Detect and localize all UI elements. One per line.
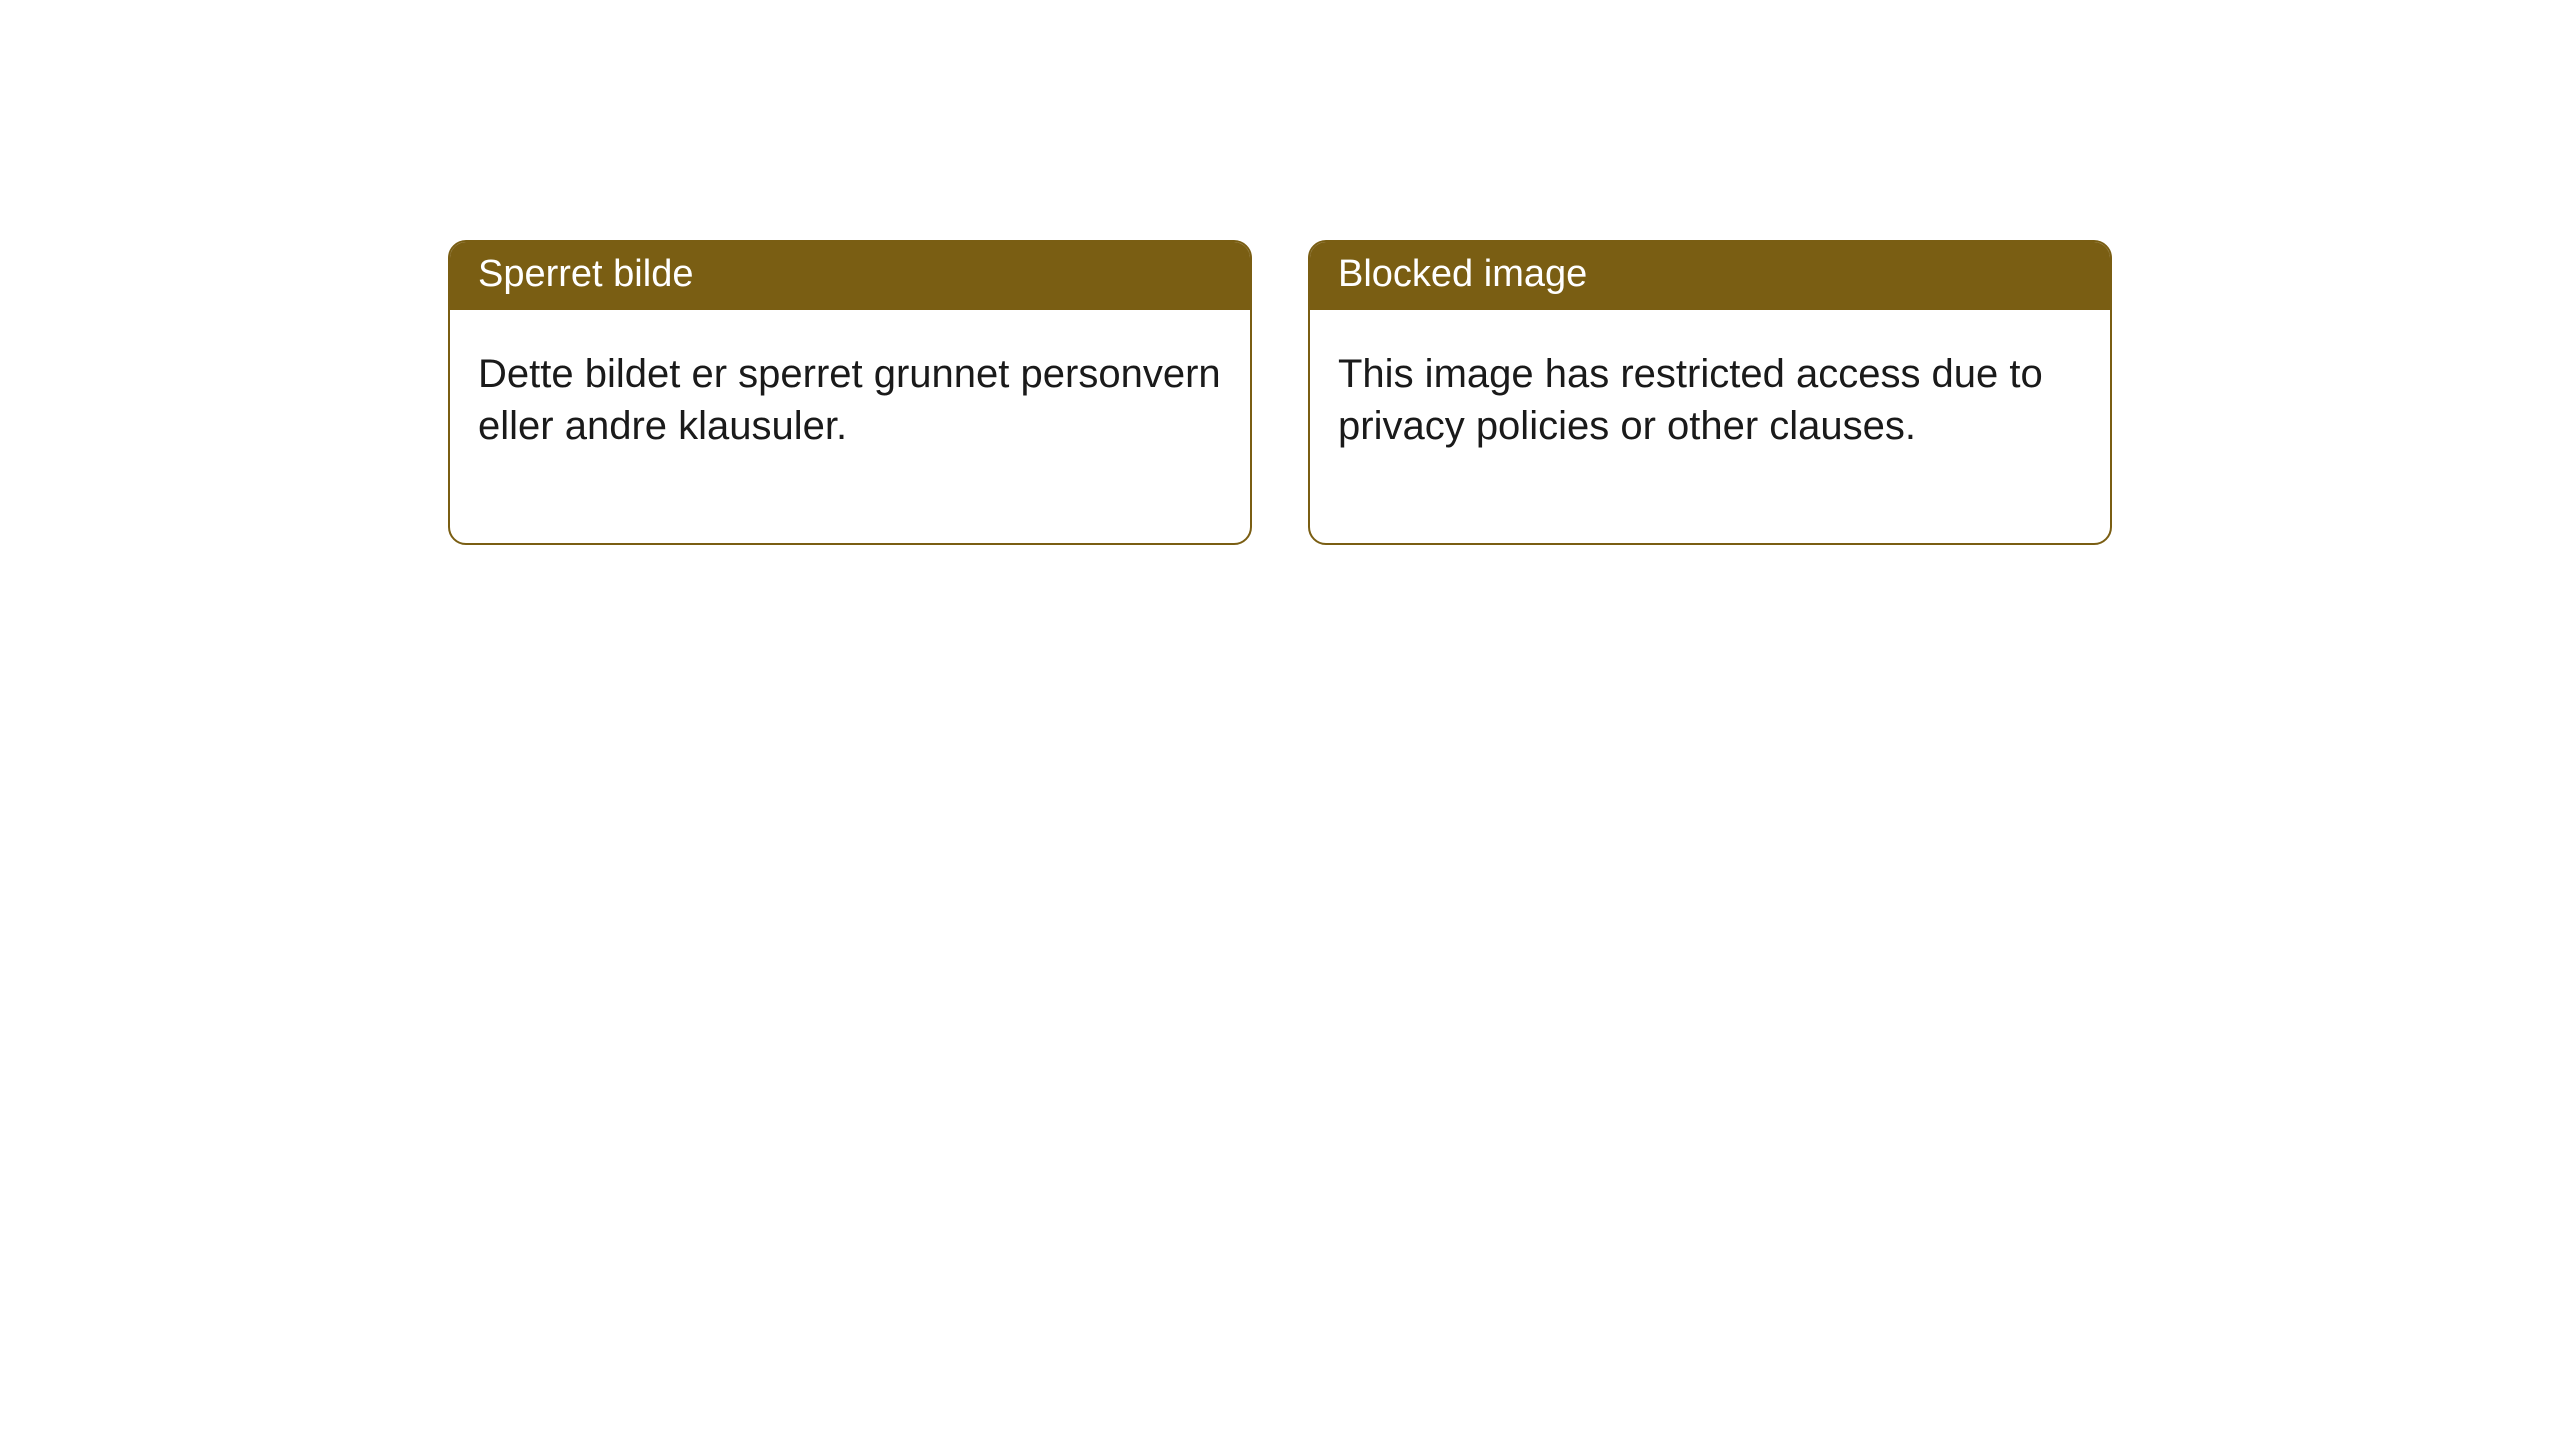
notice-card-english: Blocked image This image has restricted … [1308, 240, 2112, 545]
notice-container: Sperret bilde Dette bildet er sperret gr… [0, 0, 2560, 545]
notice-card-norwegian: Sperret bilde Dette bildet er sperret gr… [448, 240, 1252, 545]
notice-header: Sperret bilde [450, 242, 1250, 310]
notice-body: This image has restricted access due to … [1310, 310, 2110, 544]
notice-header: Blocked image [1310, 242, 2110, 310]
notice-body: Dette bildet er sperret grunnet personve… [450, 310, 1250, 544]
